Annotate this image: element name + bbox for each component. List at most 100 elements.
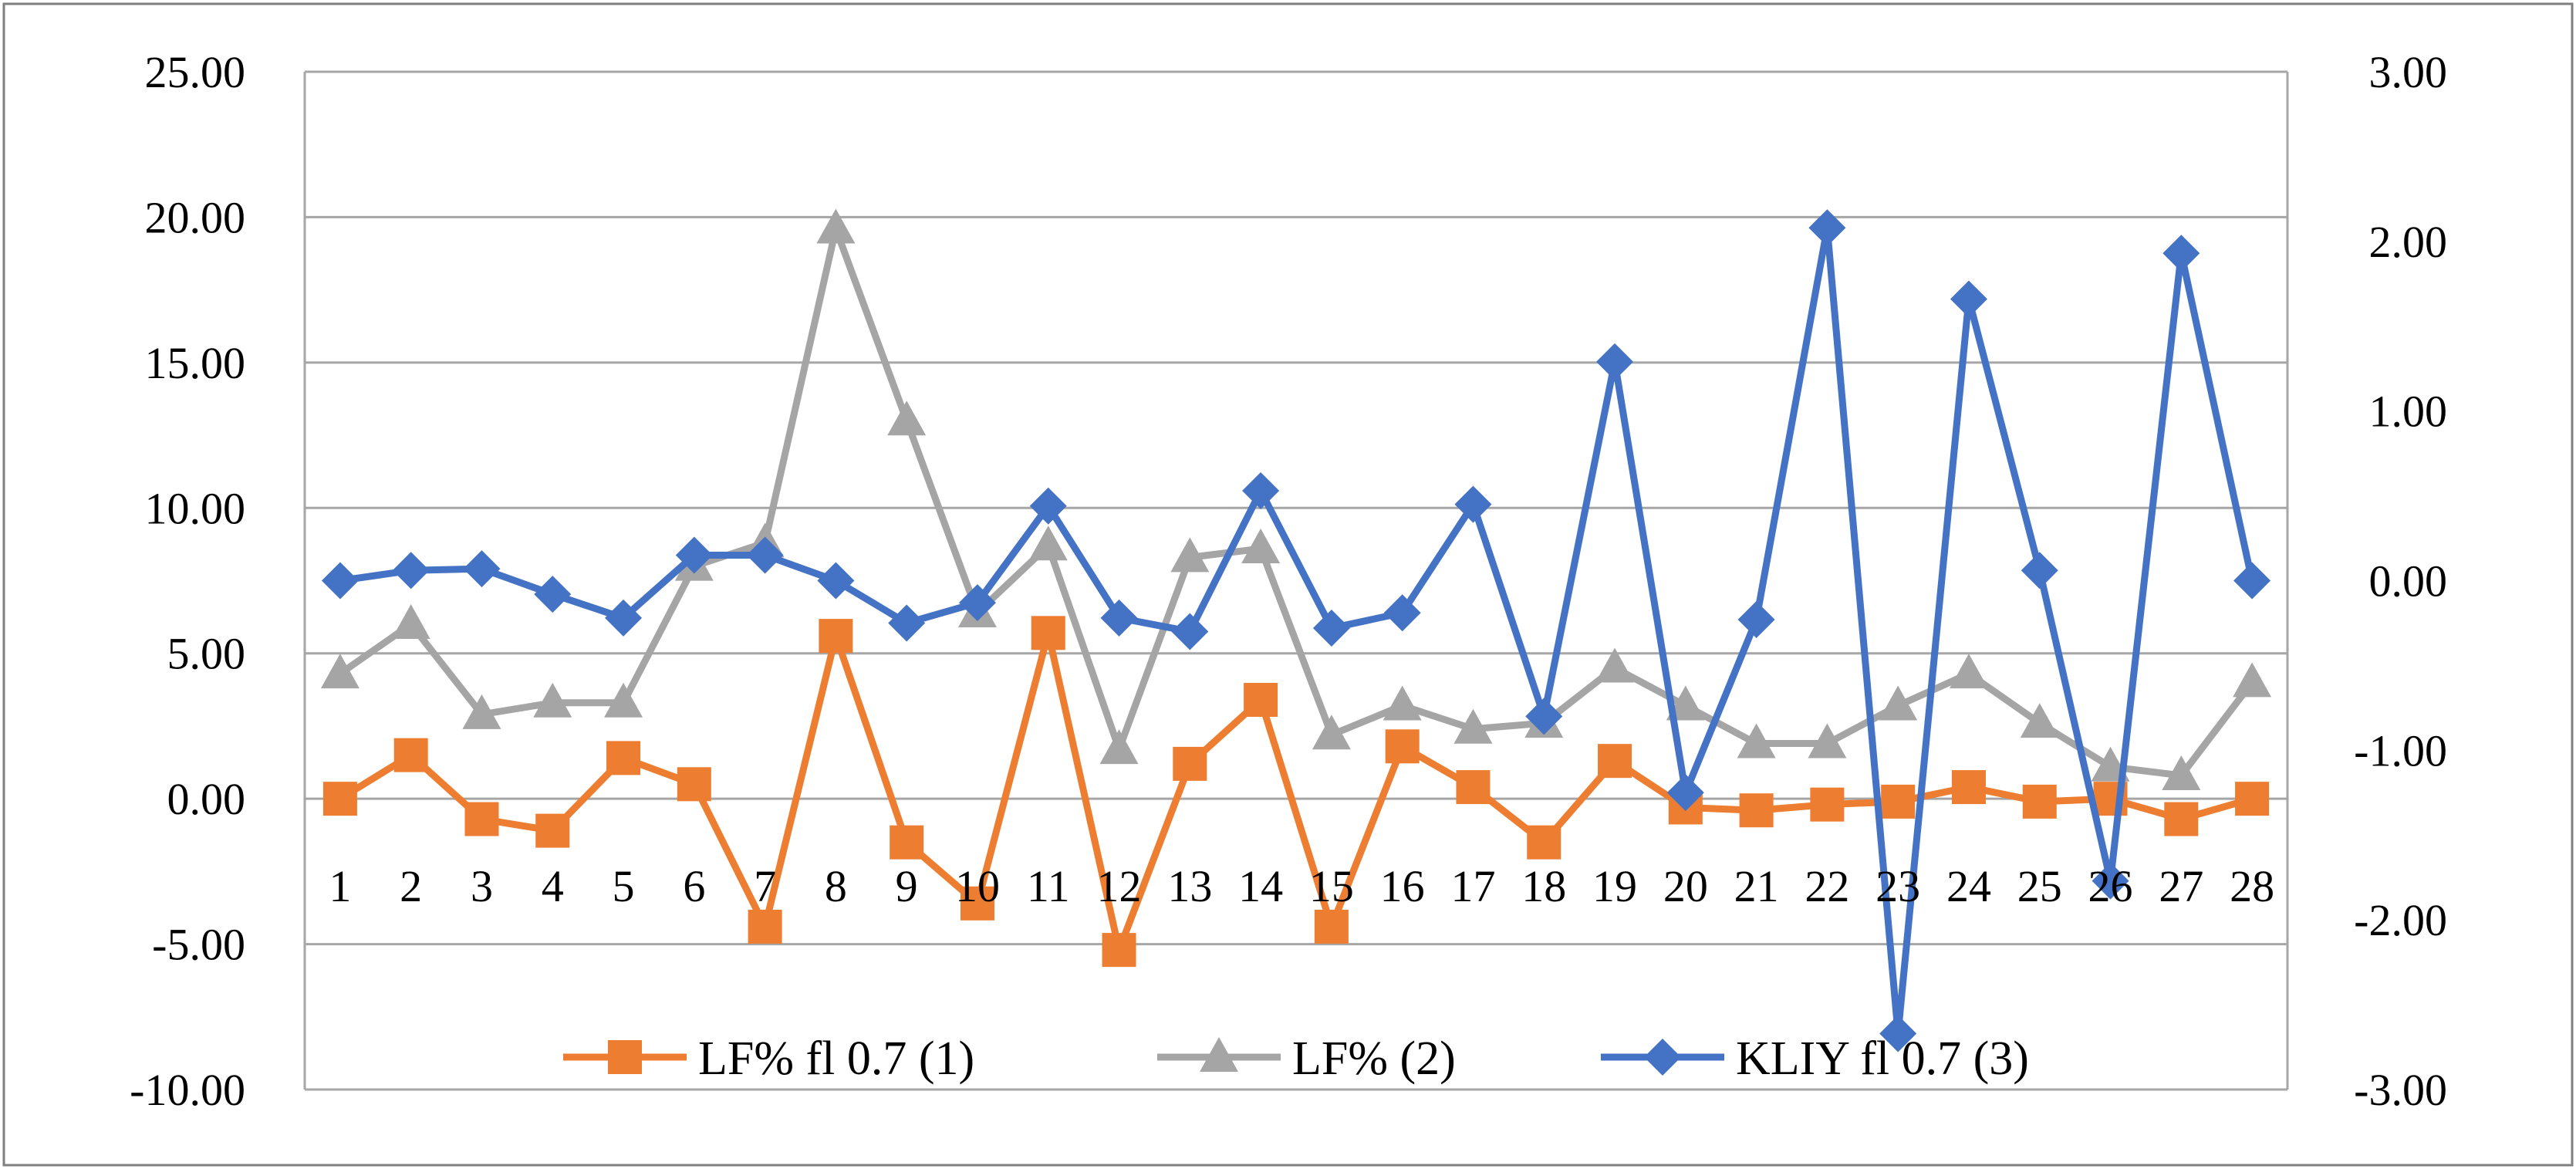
- x-axis-tick-label: 3: [471, 861, 493, 911]
- x-axis-tick-label: 18: [1521, 861, 1566, 911]
- x-axis-tick-label: 12: [1097, 861, 1142, 911]
- data-point: [604, 682, 643, 718]
- data-point: [819, 619, 853, 654]
- series-layer: [320, 208, 2272, 1052]
- data-point: [888, 604, 926, 642]
- x-axis-tick-label: 24: [1946, 861, 1991, 911]
- data-point: [675, 536, 713, 574]
- left-axis-tick-label: 15.00: [145, 338, 246, 388]
- data-point: [1029, 487, 1067, 525]
- data-point: [816, 208, 856, 244]
- left-axis-tick-label: 25.00: [145, 47, 246, 97]
- x-axis-tick-label: 19: [1592, 861, 1637, 911]
- data-point: [393, 738, 428, 772]
- data-point: [464, 802, 499, 836]
- left-axis-tick-labels: 25.00 20.00 15.00 10.00 5.00 0.00 -5.00 -10.00: [130, 47, 245, 1115]
- left-axis-tick-label: 10.00: [145, 483, 246, 533]
- data-point: [1028, 525, 1068, 561]
- right-axis-tick-label: -3.00: [2354, 1065, 2447, 1115]
- data-point: [1949, 654, 1988, 689]
- series-line: [339, 224, 2256, 1037]
- data-point: [1244, 683, 1278, 718]
- left-axis-tick-label: 20.00: [145, 192, 246, 242]
- data-point: [605, 599, 643, 637]
- right-axis-tick-label: 2.00: [2369, 217, 2448, 267]
- data-point: [746, 536, 784, 574]
- data-point: [1456, 770, 1491, 805]
- data-point: [1810, 787, 1845, 822]
- legend-swatch-marker: [608, 1040, 642, 1074]
- gridlines: [303, 70, 2289, 1091]
- data-point: [887, 400, 927, 436]
- data-point: [1383, 594, 1421, 632]
- data-point: [1595, 647, 1635, 683]
- data-point: [1881, 784, 1916, 819]
- data-point: [1666, 685, 1705, 721]
- x-axis-tick-label: 28: [2230, 861, 2274, 911]
- data-point: [391, 604, 430, 640]
- x-axis-tick-label: 13: [1167, 861, 1212, 911]
- data-point: [1596, 343, 1634, 380]
- x-axis-tick-label: 22: [1805, 861, 1849, 911]
- data-point: [1312, 610, 1350, 647]
- data-point: [1453, 708, 1493, 744]
- legend-swatch-marker: [1644, 1039, 1681, 1076]
- left-axis-tick-label: -5.00: [152, 920, 245, 970]
- data-point: [1739, 793, 1774, 828]
- right-axis-tick-label: 1.00: [2369, 387, 2448, 437]
- x-axis-tick-label: 6: [683, 861, 705, 911]
- x-axis-tick-label: 25: [2017, 861, 2062, 911]
- right-axis-tick-label: -2.00: [2354, 895, 2447, 945]
- right-axis-tick-label: 3.00: [2369, 47, 2448, 97]
- data-point: [958, 584, 996, 622]
- data-point: [1454, 485, 1492, 523]
- data-point: [2233, 662, 2272, 698]
- legend-item: LF% fl 0.7 (1): [563, 1032, 974, 1085]
- data-point: [890, 825, 924, 860]
- x-axis-tick-label: 9: [896, 861, 918, 911]
- data-point: [1808, 209, 1846, 247]
- data-point: [1385, 729, 1420, 764]
- data-point: [322, 782, 357, 816]
- x-axis-tick-label: 27: [2159, 861, 2203, 911]
- data-point: [2162, 235, 2200, 272]
- legend-item: LF% (2): [1157, 1032, 1456, 1085]
- x-axis-tick-label: 26: [2088, 861, 2133, 911]
- data-point: [392, 552, 430, 590]
- data-point: [1314, 909, 1349, 944]
- data-point: [535, 813, 570, 848]
- series-line: [338, 629, 2254, 954]
- legend: LF% fl 0.7 (1) LF% (2) KLIY fl 0.7 (3): [563, 1032, 2029, 1085]
- legend-label: KLIY fl 0.7 (3): [1736, 1032, 2029, 1085]
- x-axis-tick-label: 10: [955, 861, 1000, 911]
- x-axis-tick-label: 11: [1027, 861, 1070, 911]
- right-axis-tick-labels: 3.00 2.00 1.00 0.00 -1.00 -2.00 -3.00: [2354, 47, 2447, 1115]
- data-point: [2164, 802, 2199, 836]
- data-point: [534, 576, 572, 613]
- data-point: [2021, 552, 2058, 590]
- data-point: [1525, 698, 1563, 735]
- data-point: [606, 741, 641, 775]
- data-point: [1879, 685, 1918, 721]
- data-point: [2233, 562, 2271, 600]
- legend-item: KLIY fl 0.7 (3): [1601, 1032, 2029, 1085]
- data-point: [1242, 471, 1280, 509]
- x-axis-tick-label: 4: [542, 861, 564, 911]
- x-axis-tick-label: 5: [613, 861, 635, 911]
- data-point: [1879, 1015, 1917, 1052]
- data-point: [1598, 744, 1632, 779]
- x-axis-tick-label: 7: [754, 861, 776, 911]
- x-axis-tick-label: 20: [1663, 861, 1708, 911]
- data-point: [1737, 723, 1776, 758]
- x-axis-tick-label: 2: [400, 861, 422, 911]
- x-axis-tick-label: 14: [1238, 861, 1283, 911]
- data-point: [1383, 685, 1422, 721]
- x-axis-tick-label: 21: [1734, 861, 1779, 911]
- left-axis-tick-label: 0.00: [167, 774, 246, 824]
- x-axis-tick-label: 1: [329, 861, 351, 911]
- data-point: [2092, 862, 2129, 900]
- data-point: [1100, 599, 1138, 637]
- data-point: [320, 654, 360, 689]
- data-point: [960, 886, 994, 921]
